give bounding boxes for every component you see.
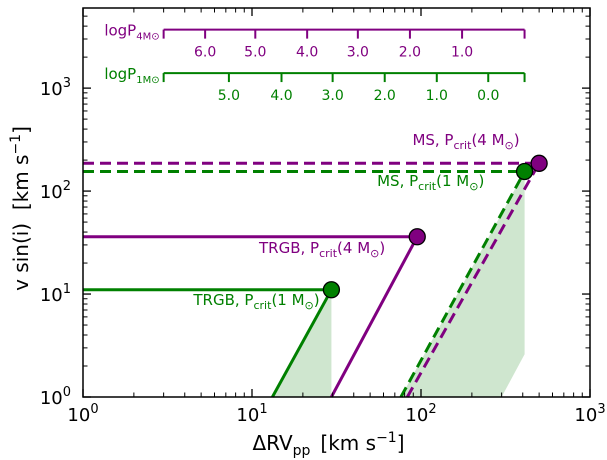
annotation-text: (1 M <box>271 291 304 309</box>
annotation-text: ) <box>314 291 320 309</box>
period-scale-label: logP4M⊙ <box>104 22 159 43</box>
annotation-text: TRGB, P <box>258 239 319 257</box>
y-tick-mantissa: 10 <box>40 79 63 100</box>
annotation-text: ) <box>379 239 385 257</box>
series-lines <box>83 161 541 398</box>
x-axis-label-units: [km s <box>320 431 376 455</box>
annotation-trgb1: TRGB, Pcrit(1 M⊙) <box>192 291 319 312</box>
x-tick-mantissa: 10 <box>67 405 90 426</box>
x-tick-label: 100 <box>67 402 98 426</box>
series-line-purple-solid <box>330 236 419 398</box>
x-tick-exponent: 1 <box>259 402 267 417</box>
annotation-text: ) <box>478 172 484 190</box>
y-tick-exponent: 3 <box>63 76 71 91</box>
y-axis-label: v sin(i) [km s−1] <box>8 126 33 291</box>
y-axis-label-sup: −1 <box>8 134 24 155</box>
x-axis-label-main: ΔRV <box>252 431 292 455</box>
period-scale-label-main: logP <box>104 22 136 40</box>
annotation-subscript: crit <box>453 139 472 152</box>
period-scale-label: logP1M⊙ <box>104 65 159 86</box>
annotation-sun-symbol: ⊙ <box>505 139 514 152</box>
y-tick-mantissa: 10 <box>40 182 63 203</box>
y-tick-exponent: 1 <box>63 282 71 297</box>
annotation-subscript: crit <box>319 247 338 260</box>
x-tick-exponent: 2 <box>428 402 436 417</box>
annotation-sun-symbol: ⊙ <box>370 247 379 260</box>
x-axis-label-units-sup: −1 <box>376 430 397 446</box>
annotation-text: MS, P <box>377 172 418 190</box>
y-tick-mantissa: 10 <box>40 388 63 409</box>
period-scale-label-main: logP <box>104 65 136 83</box>
x-axis-label: ΔRVpp [km s−1] <box>252 430 404 459</box>
annotation-text: (4 M <box>337 239 370 257</box>
y-tick-mantissa: 10 <box>40 285 63 306</box>
y-axis-label-main: v sin(i) [km s <box>9 155 33 291</box>
period-scale-tick-label: 3.0 <box>322 88 344 104</box>
period-scale-tick-label: 4.0 <box>270 88 292 104</box>
annotation-text: TRGB, P <box>192 291 253 309</box>
annotation-ms4: MS, Pcrit(4 M⊙) <box>412 131 519 152</box>
marker-green <box>515 162 534 181</box>
plot-frame <box>82 7 591 398</box>
y-tick-label: 102 <box>40 179 71 203</box>
annotations: MS, Pcrit(4 M⊙)MS, Pcrit(1 M⊙)TRGB, Pcri… <box>192 131 519 312</box>
marker-green <box>322 281 341 299</box>
period-scale-tick-label: 3.0 <box>347 45 369 61</box>
marker-purple <box>408 228 426 246</box>
period-scale-label-sub: 4M <box>136 32 151 43</box>
annotation-text: ) <box>514 131 520 149</box>
annotation-trgb4: TRGB, Pcrit(4 M⊙) <box>258 239 385 260</box>
period-scale-label-sub: 1M <box>136 75 151 86</box>
y-tick-exponent: 2 <box>63 179 71 194</box>
period-scale-tick-label: 5.0 <box>244 45 266 61</box>
annotation-subscript: crit <box>253 299 272 312</box>
x-tick-mantissa: 10 <box>574 405 597 426</box>
period-scale-tick-label: 0.0 <box>477 88 499 104</box>
annotation-sun-symbol: ⊙ <box>469 180 478 193</box>
period-scale-label-sub-symbol: ⊙ <box>151 75 159 86</box>
y-tick-exponent: 0 <box>63 385 71 400</box>
x-axis-label-sub: pp <box>293 443 311 459</box>
period-scale-label-sub-symbol: ⊙ <box>151 32 159 43</box>
annotation-text: (4 M <box>471 131 504 149</box>
period-scale-tick-label: 6.0 <box>194 45 216 61</box>
period-scale-tick-label: 2.0 <box>399 45 421 61</box>
shaded-regions <box>272 171 525 397</box>
x-tick-label: 103 <box>574 402 605 426</box>
x-tick-label: 101 <box>236 402 267 426</box>
series-line-purple-dashed <box>405 162 541 398</box>
y-axis-label-close: ] <box>9 126 33 134</box>
period-scale-tick-label: 4.0 <box>296 45 318 61</box>
period-scale-tick-label: 1.0 <box>426 88 448 104</box>
y-tick-label: 101 <box>40 282 71 306</box>
y-tick-label: 100 <box>40 385 71 409</box>
x-tick-exponent: 3 <box>597 402 605 417</box>
y-tick-label: 103 <box>40 76 71 100</box>
x-tick-mantissa: 10 <box>236 405 259 426</box>
series-line-green-dashed <box>399 170 526 398</box>
marker-purple <box>530 154 548 172</box>
period-scale-tick-label: 2.0 <box>374 88 396 104</box>
data-markers <box>322 154 548 299</box>
annotation-text: (1 M <box>436 172 469 190</box>
series-line-green-solid <box>271 289 333 398</box>
annotation-subscript: crit <box>418 180 437 193</box>
annotation-sun-symbol: ⊙ <box>305 299 314 312</box>
x-tick-mantissa: 10 <box>405 405 428 426</box>
annotation-ms1: MS, Pcrit(1 M⊙) <box>377 172 484 193</box>
x-axis-label-units-close: ] <box>397 431 405 455</box>
period-scale-tick-label: 1.0 <box>451 45 473 61</box>
period-scale-tick-label: 5.0 <box>218 88 240 104</box>
x-tick-exponent: 0 <box>90 402 98 417</box>
x-tick-label: 102 <box>405 402 436 426</box>
annotation-text: MS, P <box>412 131 453 149</box>
